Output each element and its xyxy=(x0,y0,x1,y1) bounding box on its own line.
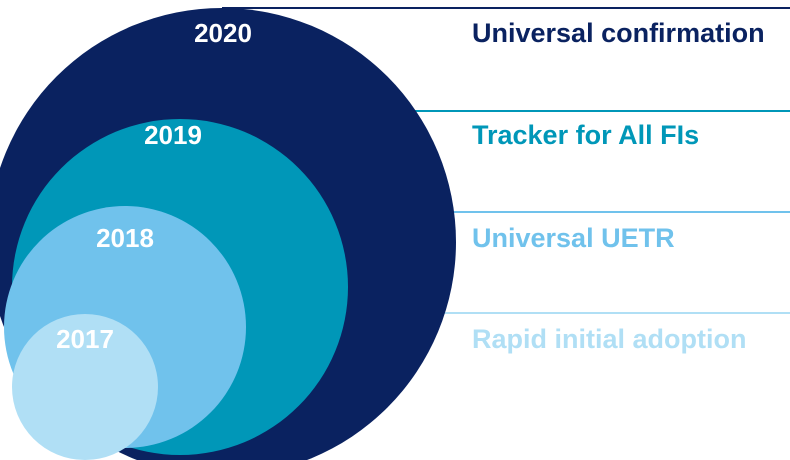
year-label-2020: 2020 xyxy=(194,18,252,48)
circle-2017 xyxy=(12,314,158,460)
stage-label-2017: Rapid initial adoption xyxy=(472,324,746,354)
year-label-2019: 2019 xyxy=(144,120,202,150)
year-label-2017: 2017 xyxy=(56,324,114,354)
year-label-2018: 2018 xyxy=(96,223,154,253)
stage-label-2020: Universal confirmation xyxy=(472,18,765,48)
stage-label-2018: Universal UETR xyxy=(472,223,675,253)
stage-label-2019: Tracker for All FIs xyxy=(472,120,699,150)
